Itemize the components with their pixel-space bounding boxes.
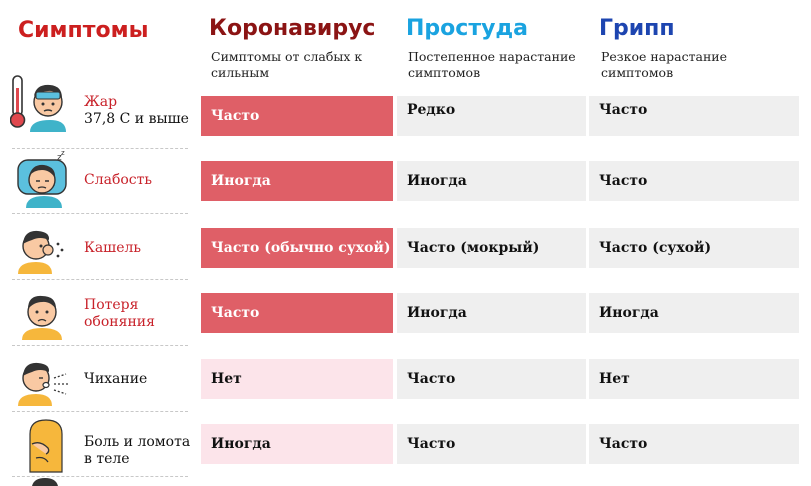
flu-column-subtitle: Резкое нарастание симптомов <box>601 49 728 80</box>
smell-loss-face-icon <box>22 295 62 340</box>
corona-column-title: Коронавирус <box>209 16 376 41</box>
weakness-corona-cell: Иногда <box>201 161 393 201</box>
fever-cold-cell: Редко <box>397 96 586 136</box>
row-label-fever-line2: 37,8 С и выше <box>84 111 189 127</box>
symptoms-column-title: Симптомы <box>18 18 149 43</box>
sneeze-cold-cell: Часто <box>397 359 586 399</box>
body-ache-corona-cell: Иногда <box>201 424 393 464</box>
smell-loss-cold-cell: Иногда <box>397 293 586 333</box>
fever-thermometer-icon <box>10 75 66 132</box>
row-label-fever-line1: Жар <box>84 94 118 110</box>
row-label-sneeze-line1: Чихание <box>84 371 148 387</box>
weakness-flu-cell: Часто <box>589 161 799 201</box>
body-ache-cold-cell: Часто <box>397 424 586 464</box>
row-divider <box>12 279 188 280</box>
fever-corona-cell: Часто <box>201 96 393 136</box>
row-label-sneeze: Чихание <box>84 371 147 388</box>
svg-text:z: z <box>61 150 65 157</box>
row-label-body-ache-line2: в теле <box>84 451 130 467</box>
cold-column-title: Простуда <box>406 16 529 41</box>
cough-corona-cell: Часто (обычно сухой) <box>201 228 393 268</box>
body-ache-flu-cell: Часто <box>589 424 799 464</box>
smell-loss-flu-cell: Иногда <box>589 293 799 333</box>
row-label-weakness-line1: Слабость <box>84 172 153 188</box>
row-divider <box>12 213 188 214</box>
row-divider <box>12 476 188 477</box>
row-label-cough: Кашель <box>84 240 141 257</box>
weakness-cold-cell: Иногда <box>397 161 586 201</box>
row-label-fever: Жар 37,8 С и выше <box>84 94 189 128</box>
fever-flu-cell: Часто <box>589 96 799 136</box>
sneeze-corona-cell: Нет <box>201 359 393 399</box>
row-label-body-ache-line1: Боль и ломота <box>84 434 191 450</box>
cold-column-subtitle: Постепенное нарастание симптомов <box>408 49 576 80</box>
cough-flu-cell: Часто (сухой) <box>589 228 799 268</box>
cough-person-icon <box>18 230 64 274</box>
flu-column-title: Грипп <box>599 16 675 41</box>
weakness-tired-face-icon: z z <box>17 150 67 208</box>
row-label-smell-loss-line2: обоняния <box>84 314 155 330</box>
sneeze-person-icon <box>18 362 68 406</box>
row-label-cough-line1: Кашель <box>84 240 141 256</box>
row-label-weakness: Слабость <box>84 172 152 189</box>
row-label-body-ache: Боль и ломота в теле <box>84 434 190 468</box>
corona-column-subtitle: Симптомы от слабых к сильным <box>211 49 363 80</box>
body-ache-person-icon <box>29 419 63 473</box>
smell-loss-corona-cell: Часто <box>201 293 393 333</box>
svg-text:z: z <box>57 153 62 163</box>
sneeze-flu-cell: Нет <box>589 359 799 399</box>
row-label-smell-loss: Потеря обоняния <box>84 297 155 331</box>
row-divider <box>12 345 188 346</box>
row-divider <box>12 148 188 149</box>
row-label-smell-loss-line1: Потеря <box>84 297 139 313</box>
next-row-head-icon <box>32 478 58 486</box>
cough-cold-cell: Часто (мокрый) <box>397 228 586 268</box>
row-divider <box>12 411 188 412</box>
